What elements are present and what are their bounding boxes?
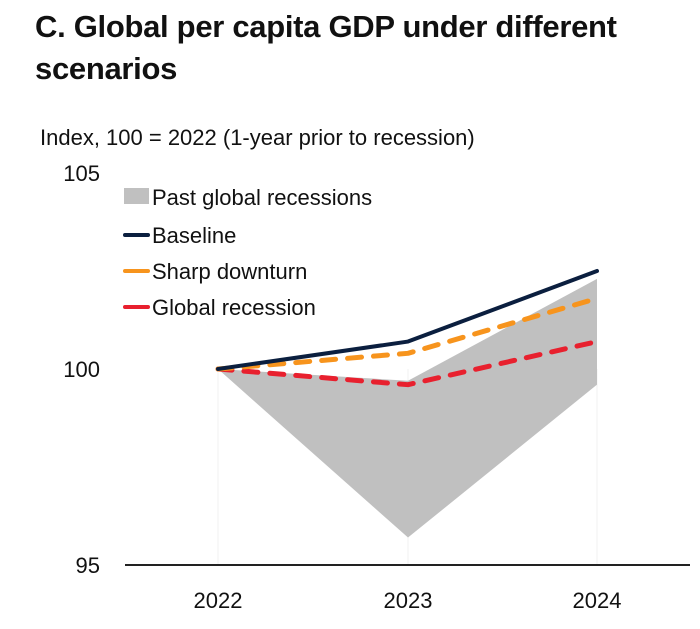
series-layer bbox=[215, 269, 600, 388]
series-line-sharp-downturn bbox=[215, 295, 600, 372]
series-line-global-recession bbox=[215, 339, 600, 388]
x-tick-label: 2023 bbox=[384, 588, 433, 613]
legend-label: Past global recessions bbox=[152, 185, 372, 210]
legend-label: Sharp downturn bbox=[152, 259, 307, 284]
y-tick-label: 100 bbox=[63, 357, 100, 382]
y-tick-label: 105 bbox=[63, 161, 100, 186]
axis-layer: 95 100 105 2022 2023 2024 bbox=[63, 161, 690, 613]
x-tick-label: 2024 bbox=[573, 588, 622, 613]
series-line-baseline bbox=[216, 269, 599, 371]
band-layer bbox=[218, 278, 597, 538]
legend-label: Baseline bbox=[152, 223, 236, 248]
chart-title: C. Global per capita GDP under different… bbox=[35, 9, 617, 86]
chart-subtitle: Index, 100 = 2022 (1-year prior to reces… bbox=[40, 125, 475, 150]
legend: Past global recessions Baseline Sharp down… bbox=[123, 185, 372, 320]
past-recessions-band bbox=[218, 278, 597, 538]
legend-swatch-band bbox=[124, 188, 149, 204]
x-tick-label: 2022 bbox=[194, 588, 243, 613]
legend-label: Global recession bbox=[152, 295, 316, 320]
y-tick-label: 95 bbox=[76, 553, 100, 578]
